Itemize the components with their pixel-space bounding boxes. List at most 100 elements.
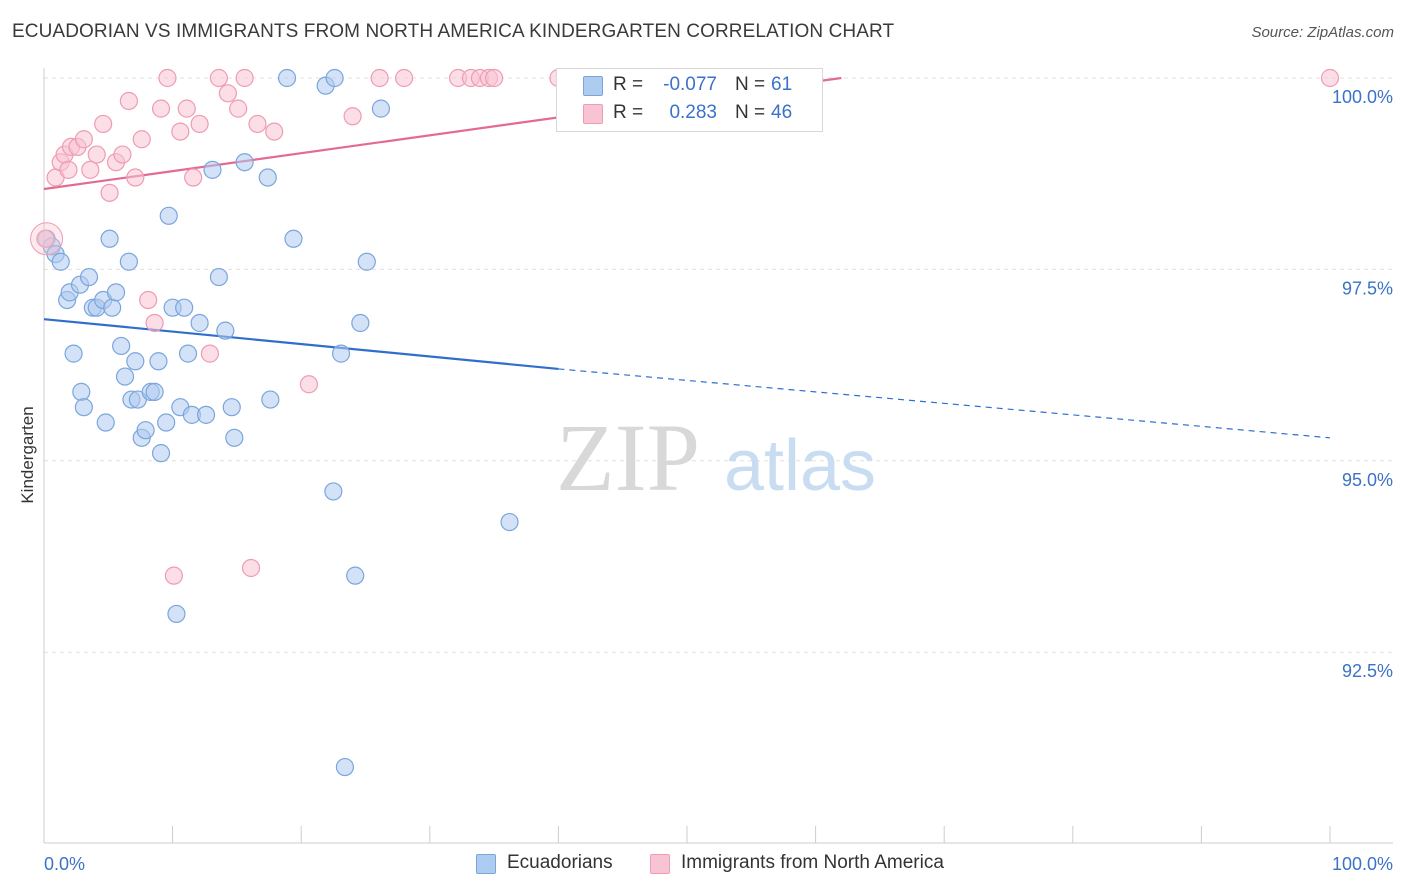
point-immigrant [209, 68, 228, 88]
watermark-atlas: atlas [724, 426, 876, 506]
series-swatch-ecuadorians [476, 854, 496, 874]
y-tick-label: 95.0% [1342, 470, 1393, 490]
point-ecuadorian [103, 298, 122, 317]
point-ecuadorian [149, 352, 168, 371]
point-immigrant [200, 344, 219, 363]
point-immigrant [36, 229, 55, 248]
point-immigrant [59, 160, 78, 179]
trend-line-ecuadorians [43, 318, 559, 371]
point-ecuadorian [145, 382, 164, 401]
point-immigrant [343, 107, 362, 126]
point-ecuadorian [74, 398, 93, 417]
point-ecuadorian [136, 421, 155, 440]
legend-swatch-pink [583, 104, 603, 124]
point-ecuadorian [79, 267, 99, 287]
point-immigrant [100, 183, 119, 202]
series-swatch-immigrants [650, 854, 670, 874]
series-label-immigrants: Immigrants from North America [681, 852, 944, 873]
point-immigrant [177, 99, 196, 118]
point-immigrant [218, 84, 237, 103]
point-immigrant [394, 68, 414, 88]
point-ecuadorian [331, 344, 351, 363]
legend-row-immigrants: R = 0.283 N = 46 [557, 101, 822, 127]
legend-r-value: -0.077 [663, 74, 717, 95]
point-immigrant [158, 68, 177, 88]
point-ecuadorian [335, 757, 355, 777]
point-ecuadorian [112, 336, 131, 356]
legend-swatch-blue [583, 76, 603, 96]
point-ecuadorian [167, 604, 186, 624]
point-ecuadorian [351, 313, 370, 333]
point-ecuadorian [225, 428, 244, 447]
axes [43, 68, 1393, 844]
legend-n-value: 46 [771, 102, 793, 123]
legend-row-ecuadorians: R = -0.077 N = 61 [557, 73, 822, 99]
point-immigrant [248, 114, 267, 134]
point-ecuadorian [209, 267, 228, 287]
tick-labels: 92.5% 95.0% 97.5% 100.0% 0.0% 100.0% [44, 87, 1393, 874]
point-ecuadorian [64, 344, 83, 363]
point-ecuadorian [159, 206, 178, 225]
x-tick-label: 0.0% [44, 854, 85, 874]
point-immigrant [74, 130, 93, 149]
point-immigrant [126, 168, 145, 187]
series-legend: Ecuadorians Immigrants from North Americ… [0, 852, 1406, 876]
series-label-ecuadorians: Ecuadorians [507, 852, 613, 873]
point-immigrant [94, 114, 113, 134]
point-immigrant [235, 68, 254, 88]
point-immigrant [171, 122, 190, 141]
point-ecuadorian [115, 367, 135, 386]
point-ecuadorian [346, 566, 365, 585]
point-ecuadorian [175, 298, 194, 317]
point-ecuadorian [284, 229, 303, 248]
y-tick-label: 97.5% [1342, 278, 1393, 298]
watermark-zip: ZIP [556, 404, 700, 511]
y-axis-label: Kindergarten [18, 406, 37, 504]
point-ecuadorian [190, 313, 209, 333]
point-ecuadorian [324, 482, 343, 501]
point-immigrant [229, 99, 248, 118]
point-immigrant [139, 290, 158, 310]
point-immigrant [190, 114, 209, 134]
legend-r-label: R = [613, 74, 644, 95]
point-immigrant [370, 68, 389, 88]
point-ecuadorian [51, 252, 70, 271]
point-ecuadorian [72, 382, 91, 401]
legend-n-label: N = [735, 74, 766, 95]
point-ecuadorian [100, 229, 119, 248]
y-tick-label: 100.0% [1332, 87, 1393, 107]
point-ecuadorian [222, 398, 241, 417]
point-immigrant [184, 168, 203, 187]
point-immigrant [299, 375, 319, 394]
point-immigrant-large [30, 222, 64, 256]
point-ecuadorian [500, 512, 519, 532]
point-ecuadorian [178, 344, 198, 363]
point-immigrant [241, 558, 261, 578]
point-immigrant [132, 130, 151, 149]
point-ecuadorian [277, 68, 297, 88]
point-immigrant [1320, 68, 1340, 88]
point-ecuadorian [106, 283, 126, 302]
trend-line-ecuadorians-projection [558, 368, 1331, 439]
y-tick-label: 92.5% [1342, 661, 1393, 681]
point-ecuadorian [261, 390, 280, 409]
point-immigrant [113, 145, 132, 164]
legend-n-label: N = [735, 102, 766, 123]
point-immigrant [164, 566, 183, 585]
point-ecuadorian [235, 153, 254, 172]
point-immigrant [145, 313, 164, 333]
point-immigrant [119, 91, 138, 111]
point-ecuadorian [371, 99, 391, 118]
point-immigrant [81, 160, 100, 179]
point-ecuadorian [357, 252, 376, 271]
data-points [30, 68, 1340, 777]
legend-n-value: 61 [771, 74, 793, 95]
chart-title: ECUADORIAN VS IMMIGRANTS FROM NORTH AMER… [12, 21, 895, 42]
point-immigrant [485, 68, 504, 88]
point-ecuadorian [157, 413, 176, 432]
point-ecuadorian [258, 168, 277, 187]
point-ecuadorian [126, 352, 145, 371]
watermark: ZIP atlas [556, 404, 876, 511]
point-ecuadorian [196, 405, 216, 424]
